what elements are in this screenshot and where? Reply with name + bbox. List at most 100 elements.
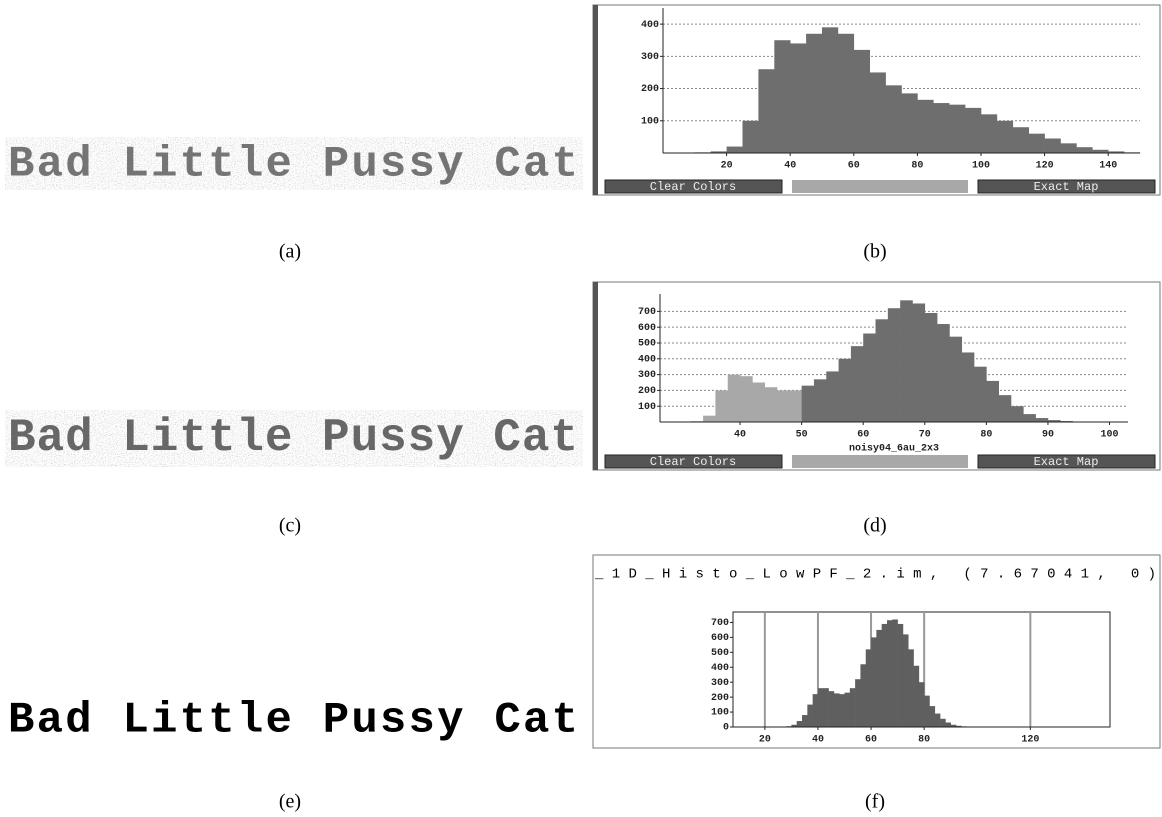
figure: Bad Little Pussy Cat (a) Bad Little Puss… [0,0,1162,817]
bar [965,108,981,153]
bar [1036,418,1049,422]
x-tick-label: 90 [1042,430,1054,441]
bar [870,72,886,153]
bar [802,386,815,422]
bar [876,630,882,727]
bar [823,688,829,727]
bar [774,40,790,153]
bar [703,416,716,422]
bar [882,624,888,727]
bar [986,381,999,422]
x-tick-label: 50 [796,430,808,441]
x-tick-label: 80 [911,161,923,172]
x-tick-label: 60 [865,735,877,746]
bar [758,69,774,153]
bar [818,688,824,727]
x-tick-label: 40 [784,161,796,172]
caption: (b) [863,241,886,263]
x-tick-label: 120 [1036,161,1054,172]
y-tick-label: 600 [711,633,729,644]
bar [866,649,872,727]
x-tick-label: 120 [1021,735,1039,746]
bar [1023,414,1036,422]
bar [752,382,765,422]
caption: (d) [863,515,886,537]
bar [937,324,950,422]
bar [715,390,728,422]
bar [919,682,925,727]
y-tick-label: 100 [638,402,656,413]
bar [929,706,935,727]
bar [854,50,870,153]
bar [981,114,997,153]
bar [887,620,893,727]
x-tick-label: 80 [980,430,992,441]
bar [900,300,913,422]
bar [925,313,938,422]
bar [845,693,851,727]
bar [807,705,813,727]
bar [814,379,827,422]
color-swatch [792,180,968,193]
bar [1029,134,1045,153]
y-tick-label: 400 [638,354,656,365]
y-tick-label: 400 [711,663,729,674]
bar [802,715,808,727]
x-axis-label: noisy04_6au_2x3 [849,443,939,455]
bar [917,100,933,153]
bar [933,103,949,153]
y-tick-label: 700 [711,618,729,629]
bar [777,390,790,422]
y-tick-label: 400 [641,20,659,31]
bar [892,619,898,727]
caption: (f) [865,791,885,813]
y-tick-label: 700 [638,307,656,318]
bar [839,694,845,727]
y-tick-label: 200 [711,693,729,704]
bar [962,352,975,422]
bar [740,376,753,422]
bar [974,367,987,422]
y-tick-label: 500 [711,648,729,659]
bar [888,308,901,422]
bar [822,27,838,153]
bar [935,714,941,727]
panel-edge [593,282,598,470]
bar [829,691,835,727]
bar [863,334,876,422]
bar [834,693,840,727]
bar [949,337,962,422]
bar [1011,406,1024,422]
bar [806,34,822,153]
bar [924,696,930,727]
bar [902,93,918,153]
bar [765,387,778,422]
x-tick-label: 60 [848,161,860,172]
caption: (e) [279,791,301,813]
bar [1076,147,1092,153]
bar [790,43,806,153]
caption: (a) [279,241,301,263]
bar [855,679,861,727]
image-text: Bad Little Pussy Cat [8,696,578,746]
bar [914,666,920,727]
bar [1061,143,1077,153]
bar [908,649,914,727]
button-label: Exact Map [1034,180,1099,194]
caption: (c) [279,515,301,537]
x-tick-label: 140 [1099,161,1117,172]
y-tick-label: 300 [641,52,659,63]
x-tick-label: 60 [857,430,869,441]
y-tick-label: 200 [641,84,659,95]
bar [813,694,819,727]
x-tick-label: 20 [721,161,733,172]
bar [912,303,925,422]
bar [860,664,866,727]
bar [743,121,759,153]
y-tick-label: 200 [638,386,656,397]
bar [826,371,839,422]
image-text: Bad Little Pussy Cat [8,412,578,464]
bar [1013,127,1029,153]
bar [886,85,902,153]
bar [898,624,904,727]
